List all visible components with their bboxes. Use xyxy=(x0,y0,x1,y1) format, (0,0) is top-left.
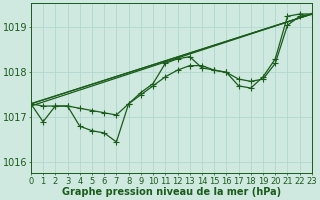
X-axis label: Graphe pression niveau de la mer (hPa): Graphe pression niveau de la mer (hPa) xyxy=(62,187,281,197)
